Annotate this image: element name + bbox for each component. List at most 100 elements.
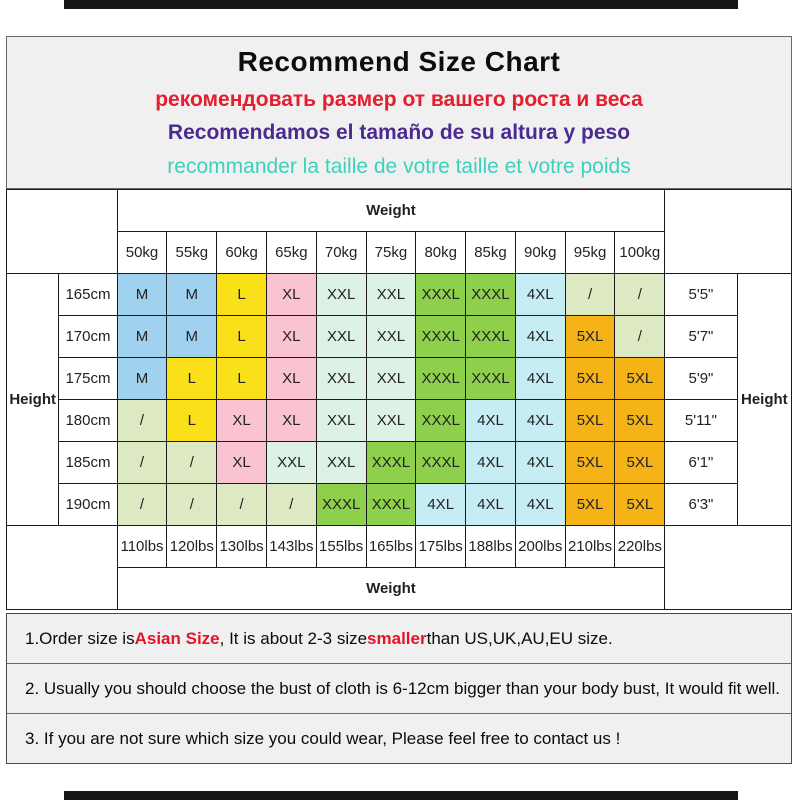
cm-cell: 190cm [58, 483, 118, 526]
size-cell: 4XL [514, 483, 566, 526]
lbs-footer-cell: 175lbs [415, 525, 467, 568]
note-text: 3. If you are not sure which size you co… [25, 728, 621, 748]
weight-label-bottom: Weight [116, 567, 666, 610]
size-cell: XXL [315, 357, 367, 400]
kg-header-cell: 65kg [265, 231, 317, 274]
size-cell: XXXL [415, 441, 467, 484]
corner-cell [6, 189, 118, 274]
size-cell: XXXL [465, 357, 516, 400]
cm-cell: 185cm [58, 441, 118, 484]
size-cell: 4XL [514, 315, 566, 358]
size-cell: XXL [365, 315, 417, 358]
note-text: , It is about 2-3 size [219, 628, 368, 648]
size-cell: XL [216, 441, 267, 484]
lbs-footer-cell: 220lbs [614, 525, 666, 568]
size-cell: / [116, 441, 168, 484]
size-cell: 5XL [614, 483, 666, 526]
size-cell: L [216, 357, 267, 400]
lbs-footer-cell: 200lbs [514, 525, 566, 568]
kg-header-cell: 55kg [166, 231, 218, 274]
size-cell: 5XL [564, 357, 616, 400]
note-text: 1.Order size is [25, 628, 135, 648]
kg-header-cell: 50kg [116, 231, 168, 274]
size-cell: XXL [365, 273, 417, 316]
cm-cell: 180cm [58, 399, 118, 442]
size-cell: XXL [265, 441, 317, 484]
size-cell: XXL [365, 399, 417, 442]
size-cell: 5XL [564, 441, 616, 484]
subtitle-russian: рекомендовать размер от вашего роста и в… [155, 87, 643, 111]
kg-header-cell: 60kg [216, 231, 267, 274]
size-cell: XXXL [365, 441, 417, 484]
size-cell: 4XL [514, 399, 566, 442]
size-cell: L [216, 273, 267, 316]
size-cell: XL [265, 273, 317, 316]
size-cell: / [614, 273, 666, 316]
size-cell: XL [265, 315, 317, 358]
size-cell: L [166, 357, 218, 400]
bottom-black-bar [64, 791, 738, 800]
page-title: Recommend Size Chart [237, 46, 561, 78]
size-cell: 5XL [564, 315, 616, 358]
notes-section: 1.Order size is Asian Size, It is about … [6, 613, 792, 764]
size-cell: / [116, 483, 168, 526]
size-cell: XXXL [465, 273, 516, 316]
weight-label-top: Weight [116, 189, 666, 232]
subtitle-spanish: Recomendamos el tamaño de su altura y pe… [167, 121, 631, 145]
size-cell: M [116, 315, 168, 358]
note-line: 3. If you are not sure which size you co… [7, 714, 791, 763]
lbs-footer-cell: 143lbs [265, 525, 317, 568]
size-cell: 4XL [465, 399, 516, 442]
cm-cell: 175cm [58, 357, 118, 400]
size-cell: / [116, 399, 168, 442]
size-cell: 5XL [614, 399, 666, 442]
lbs-footer-cell: 155lbs [315, 525, 367, 568]
size-chart-table: Weight 50kg 55kg 60kg 65kg 70kg 75kg 80kg 85kg 90… [5, 189, 793, 610]
size-cell: M [116, 273, 168, 316]
size-cell: / [265, 483, 317, 526]
size-cell: XL [216, 399, 267, 442]
size-cell: 5XL [614, 357, 666, 400]
note-highlight: Asian Size [134, 628, 220, 648]
chart-header: Recommend Size Chart рекомендовать разме… [6, 36, 792, 189]
size-cell: XL [265, 357, 317, 400]
kg-header-cell: 90kg [514, 231, 566, 274]
ft-cell: 6'3" [664, 483, 738, 526]
size-cell: 4XL [465, 483, 516, 526]
size-cell: / [216, 483, 267, 526]
ft-cell: 5'7" [664, 315, 738, 358]
size-cell: 5XL [614, 441, 666, 484]
size-cell: XXXL [465, 315, 516, 358]
lbs-footer-cell: 110lbs [116, 525, 168, 568]
note-text: 2. Usually you should choose the bust of… [25, 678, 781, 698]
kg-header-cell: 80kg [415, 231, 467, 274]
size-cell: XXXL [415, 357, 467, 400]
lbs-footer-cell: 210lbs [564, 525, 616, 568]
size-cell: XXXL [365, 483, 417, 526]
size-cell: 5XL [564, 483, 616, 526]
size-cell: XXXL [415, 399, 467, 442]
size-cell: M [166, 273, 218, 316]
lbs-footer-cell: 120lbs [166, 525, 218, 568]
subtitle-french: recommander la taille de votre taille et… [167, 154, 631, 178]
kg-header-cell: 70kg [315, 231, 367, 274]
lbs-footer-cell: 130lbs [216, 525, 267, 568]
note-line: 2. Usually you should choose the bust of… [7, 664, 791, 714]
kg-header-cell: 85kg [465, 231, 516, 274]
size-cell: XXL [365, 357, 417, 400]
size-cell: XXXL [415, 273, 467, 316]
height-label-left: Height [5, 273, 60, 526]
size-cell: 4XL [514, 273, 566, 316]
size-cell: XL [265, 399, 317, 442]
note-highlight: smaller [367, 628, 427, 648]
cm-cell: 165cm [58, 273, 118, 316]
size-cell: L [166, 399, 218, 442]
size-cell: XXXL [315, 483, 367, 526]
corner-cell [6, 525, 118, 610]
size-cell: XXL [315, 315, 367, 358]
size-cell: 4XL [514, 441, 566, 484]
ft-cell: 5'11" [664, 399, 738, 442]
size-cell: L [216, 315, 267, 358]
size-cell: / [166, 441, 218, 484]
